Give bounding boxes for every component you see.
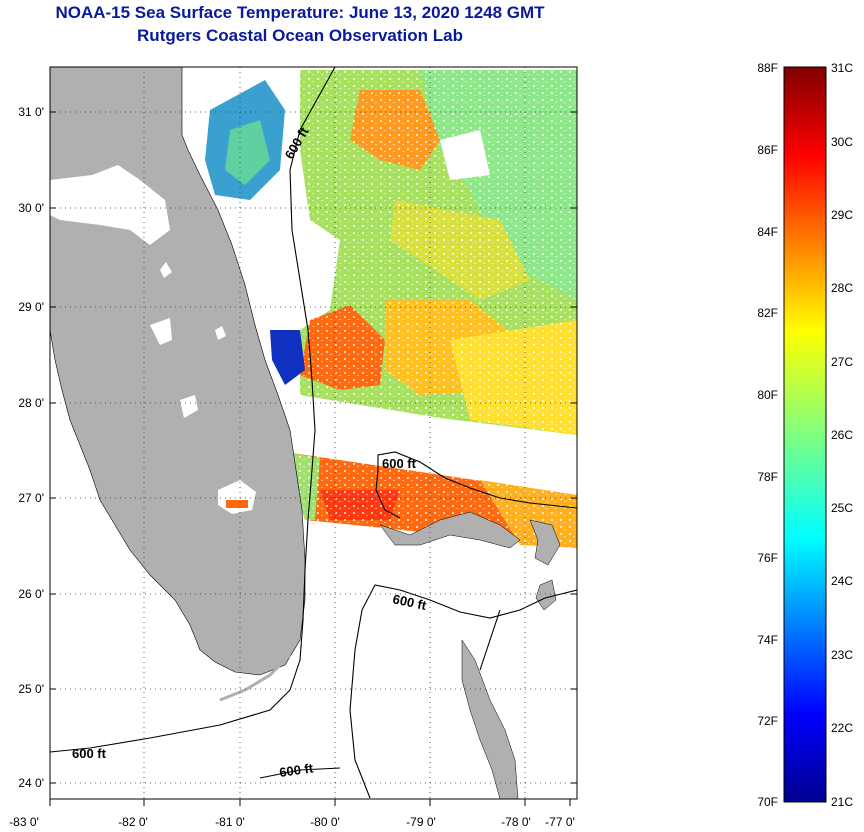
contour-label: 600 ft <box>72 746 107 761</box>
sst-north-swath <box>300 70 577 435</box>
lon-label: -81 0' <box>215 815 245 829</box>
lon-label: -78 0' <box>501 815 531 829</box>
colorbar-f-label: 86F <box>757 143 778 157</box>
frame-ticks <box>49 111 577 806</box>
colorbar <box>783 66 827 803</box>
lat-label: 26 0' <box>18 587 44 601</box>
colorbar-f-label: 80F <box>757 388 778 402</box>
map-subtitle: Rutgers Coastal Ocean Observation Lab <box>137 26 463 45</box>
bahamas-islands <box>379 511 561 799</box>
colorbar-f-label: 84F <box>757 225 778 239</box>
colorbar-c-label: 28C <box>831 281 853 295</box>
lat-label: 28 0' <box>18 396 44 410</box>
florida-keys <box>219 653 292 702</box>
lon-label: -82 0' <box>118 815 148 829</box>
colorbar-c-label: 26C <box>831 428 853 442</box>
lon-label: -77 0' <box>545 815 575 829</box>
lat-label: 30 0' <box>18 201 44 215</box>
colorbar-c-label: 29C <box>831 208 853 222</box>
lat-label: 25 0' <box>18 682 44 696</box>
map-title: NOAA-15 Sea Surface Temperature: June 13… <box>55 3 545 22</box>
contour-label: 600 ft <box>382 456 417 471</box>
colorbar-f-label: 72F <box>757 714 778 728</box>
colorbar-f-label: 82F <box>757 306 778 320</box>
colorbar-f-label: 78F <box>757 470 778 484</box>
colorbar-c-label: 31C <box>831 61 853 75</box>
contour-label: 600 ft <box>391 591 428 613</box>
colorbar-f-label: 70F <box>757 795 778 809</box>
colorbar-f-label: 76F <box>757 551 778 565</box>
map-layers <box>50 67 577 799</box>
colorbar-c-label: 25C <box>831 501 853 515</box>
colorbar-c-label: 30C <box>831 135 853 149</box>
colorbar-f-label: 88F <box>757 61 778 75</box>
graticule <box>50 67 577 799</box>
colorbar-f-label: 74F <box>757 633 778 647</box>
colorbar-c-label: 27C <box>831 355 853 369</box>
lat-label: 29 0' <box>18 300 44 314</box>
lat-label: 27 0' <box>18 491 44 505</box>
colorbar-c-label: 22C <box>831 721 853 735</box>
isobath-600ft <box>50 67 577 799</box>
lat-label: 31 0' <box>18 105 44 119</box>
map-frame <box>49 66 578 800</box>
colorbar-c-label: 24C <box>831 574 853 588</box>
lon-label: -79 0' <box>406 815 436 829</box>
lon-label: -83 0' <box>9 815 39 829</box>
lat-label: 24 0' <box>18 776 44 790</box>
lon-label: -80 0' <box>310 815 340 829</box>
colorbar-c-label: 21C <box>831 795 853 809</box>
colorbar-c-label: 23C <box>831 648 853 662</box>
contour-label: 600 ft <box>278 760 314 780</box>
